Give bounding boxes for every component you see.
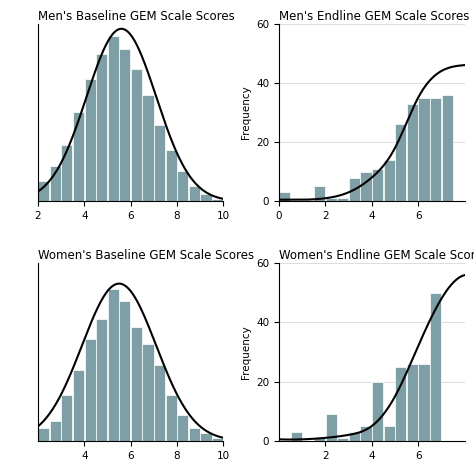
Bar [337, 198, 348, 201]
Bar [108, 36, 119, 201]
Bar [119, 49, 130, 201]
Bar [73, 112, 84, 201]
Bar [108, 289, 119, 441]
Bar [166, 395, 177, 441]
Bar [96, 54, 107, 201]
Text: Men's Baseline GEM Scale Scores: Men's Baseline GEM Scale Scores [38, 9, 235, 23]
Bar [383, 160, 395, 201]
Bar [61, 146, 73, 201]
Bar [360, 426, 372, 441]
Bar [349, 178, 360, 201]
Bar [201, 433, 211, 441]
Bar [73, 370, 84, 441]
Bar [442, 95, 453, 201]
Bar [177, 171, 188, 201]
Text: Women's Endline GEM Scale Scores: Women's Endline GEM Scale Scores [279, 249, 474, 262]
Bar [201, 193, 211, 201]
Bar [383, 426, 395, 441]
Bar [166, 150, 177, 201]
Bar [326, 414, 337, 441]
Bar [177, 416, 188, 441]
Bar [189, 428, 200, 441]
Bar [372, 382, 383, 441]
Text: Men's Endline GEM Scale Scores: Men's Endline GEM Scale Scores [279, 9, 469, 23]
Bar [407, 104, 418, 201]
Bar [38, 181, 49, 201]
Bar [212, 199, 223, 201]
Bar [430, 293, 441, 441]
Bar [407, 364, 418, 441]
Bar [419, 364, 429, 441]
Bar [143, 95, 154, 201]
Bar [131, 327, 142, 441]
Bar [189, 186, 200, 201]
Bar [419, 98, 429, 201]
Bar [314, 438, 325, 441]
Bar [84, 80, 96, 201]
Bar [326, 198, 337, 201]
Bar [84, 339, 96, 441]
Bar [395, 124, 406, 201]
Bar [154, 125, 165, 201]
Text: Women's Baseline GEM Scale Scores: Women's Baseline GEM Scale Scores [38, 249, 254, 262]
Bar [314, 186, 325, 201]
Bar [279, 192, 291, 201]
Bar [119, 301, 130, 441]
Bar [50, 166, 61, 201]
Bar [61, 395, 73, 441]
Bar [96, 319, 107, 441]
Bar [50, 420, 61, 441]
Bar [349, 432, 360, 441]
Bar [212, 438, 223, 441]
Y-axis label: Frequency: Frequency [241, 325, 251, 379]
Bar [131, 69, 142, 201]
Bar [38, 428, 49, 441]
Bar [395, 367, 406, 441]
Bar [154, 365, 165, 441]
Bar [372, 169, 383, 201]
Bar [143, 345, 154, 441]
Bar [291, 432, 302, 441]
Y-axis label: Frequency: Frequency [241, 86, 251, 139]
Bar [430, 98, 441, 201]
Bar [337, 438, 348, 441]
Bar [360, 172, 372, 201]
